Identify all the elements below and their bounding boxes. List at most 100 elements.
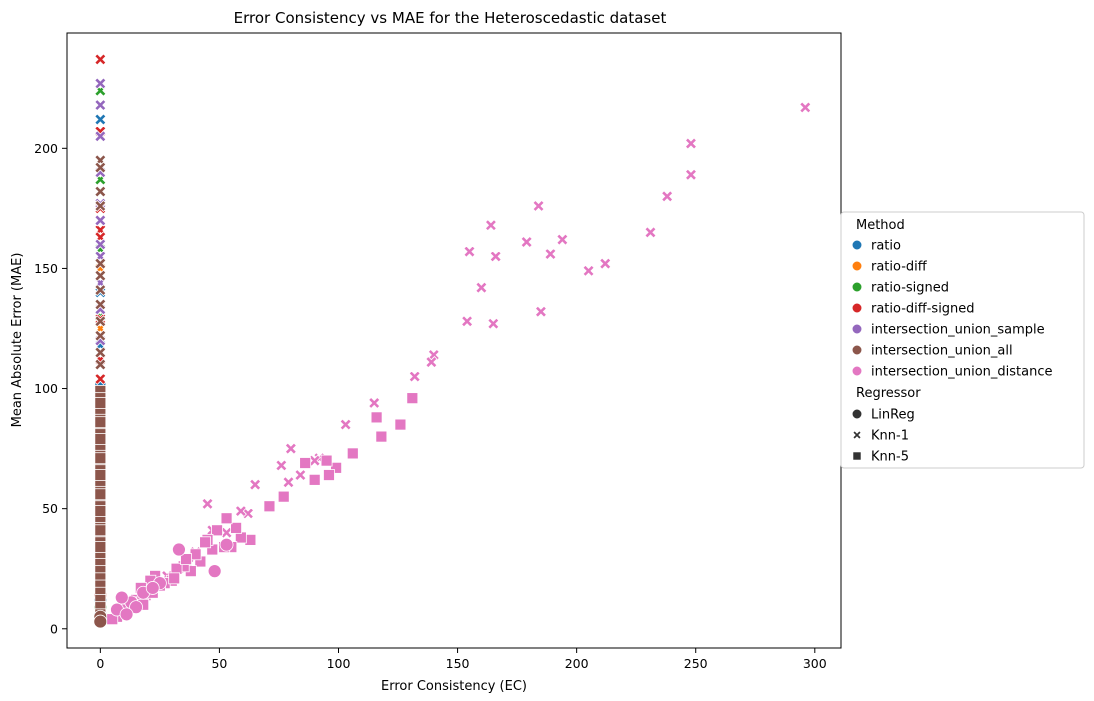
data-point xyxy=(94,238,107,251)
data-point xyxy=(94,469,107,481)
data-point xyxy=(370,411,383,424)
data-point xyxy=(145,581,160,595)
data-point xyxy=(94,99,107,112)
data-point xyxy=(489,250,502,263)
legend-title-method: Method xyxy=(856,218,905,233)
data-point xyxy=(94,433,107,445)
legend-marker-regressor xyxy=(852,451,862,461)
data-point xyxy=(94,77,107,90)
legend-label-method: intersection_union_all xyxy=(871,344,1013,359)
data-point xyxy=(219,537,234,552)
data-point xyxy=(94,53,107,66)
legend-label-method: ratio-diff-signed xyxy=(871,302,975,317)
legend-marker-method xyxy=(851,239,863,251)
data-point xyxy=(684,137,698,150)
legend-label-regressor: Knn-1 xyxy=(871,429,909,444)
data-point xyxy=(346,447,359,460)
data-point xyxy=(544,247,557,261)
data-point xyxy=(339,418,352,431)
legend-marker-method xyxy=(851,365,863,377)
legend-label-method: intersection_union_sample xyxy=(871,323,1045,338)
data-point xyxy=(211,524,223,537)
legend-label-regressor: LinReg xyxy=(871,408,915,423)
legend-frame xyxy=(840,211,1085,469)
x-tick-label: 100 xyxy=(327,656,351,671)
data-point xyxy=(425,356,438,369)
data-point xyxy=(94,113,107,126)
data-point xyxy=(94,541,107,554)
y-tick-label: 100 xyxy=(34,381,58,396)
legend-marker-method xyxy=(851,323,863,335)
data-point xyxy=(94,505,107,517)
data-point xyxy=(201,497,214,510)
legend-label-method: ratio xyxy=(871,239,901,254)
x-tick-label: 250 xyxy=(684,656,708,671)
x-axis-label: Error Consistency (EC) xyxy=(381,679,527,694)
data-point xyxy=(220,512,233,525)
data-point xyxy=(799,101,812,114)
x-tick-label: 0 xyxy=(96,656,104,671)
data-point xyxy=(487,317,500,330)
data-point xyxy=(207,564,222,579)
data-point xyxy=(394,418,407,431)
data-point xyxy=(94,315,107,328)
data-point xyxy=(129,600,143,615)
data-point xyxy=(94,214,107,227)
y-tick-label: 50 xyxy=(42,501,58,516)
data-point xyxy=(684,168,698,181)
data-point xyxy=(282,476,295,489)
data-point xyxy=(94,524,107,537)
data-point xyxy=(277,490,290,503)
data-point xyxy=(94,397,107,409)
x-tick-label: 300 xyxy=(803,656,827,671)
data-point xyxy=(94,269,107,282)
legend-marker-method xyxy=(851,344,863,356)
plot-area xyxy=(93,53,812,629)
data-point xyxy=(463,245,476,258)
data-point xyxy=(119,607,134,622)
legend-marker-regressor xyxy=(851,408,863,420)
data-point xyxy=(94,199,107,213)
x-axis: 0 50 100 150 200 250 300 xyxy=(96,648,827,671)
data-point xyxy=(94,358,107,371)
data-point xyxy=(168,572,181,585)
data-point xyxy=(284,442,297,455)
data-point xyxy=(532,199,545,213)
data-point xyxy=(199,536,212,549)
data-point xyxy=(323,469,335,481)
data-point xyxy=(520,235,533,249)
data-point xyxy=(406,392,419,405)
data-point xyxy=(172,542,186,557)
data-point xyxy=(93,614,108,629)
data-point xyxy=(234,505,247,518)
data-point xyxy=(475,281,488,294)
y-axis: 0 50 100 150 200 xyxy=(34,141,67,636)
legend-marker-method xyxy=(851,260,863,272)
y-tick-label: 200 xyxy=(34,141,58,156)
data-point xyxy=(94,161,107,174)
data-point xyxy=(408,370,421,383)
legend-marker-method xyxy=(851,302,863,314)
legend: Method ratio ratio-diff ratio-signed ratio-… xyxy=(840,211,1085,469)
data-point xyxy=(94,298,107,311)
y-tick-label: 150 xyxy=(34,261,58,276)
data-point xyxy=(94,452,107,465)
data-point xyxy=(294,468,307,482)
legend-label-method: intersection_union_distance xyxy=(871,365,1052,380)
data-point xyxy=(484,219,497,232)
legend-regressors: LinReg Knn-1 Knn-5 xyxy=(851,408,915,465)
data-point xyxy=(330,461,343,474)
legend-title-regressor: Regressor xyxy=(856,386,921,401)
data-point xyxy=(582,264,595,277)
legend-label-method: ratio-diff xyxy=(871,260,928,275)
data-point xyxy=(94,130,107,143)
data-point xyxy=(375,430,388,443)
data-point xyxy=(94,372,107,386)
legend-label-regressor: Knn-5 xyxy=(871,450,909,465)
data-point xyxy=(94,283,107,297)
data-point xyxy=(461,315,474,328)
data-point xyxy=(230,521,242,534)
data-point xyxy=(299,457,312,469)
data-point xyxy=(368,396,381,410)
